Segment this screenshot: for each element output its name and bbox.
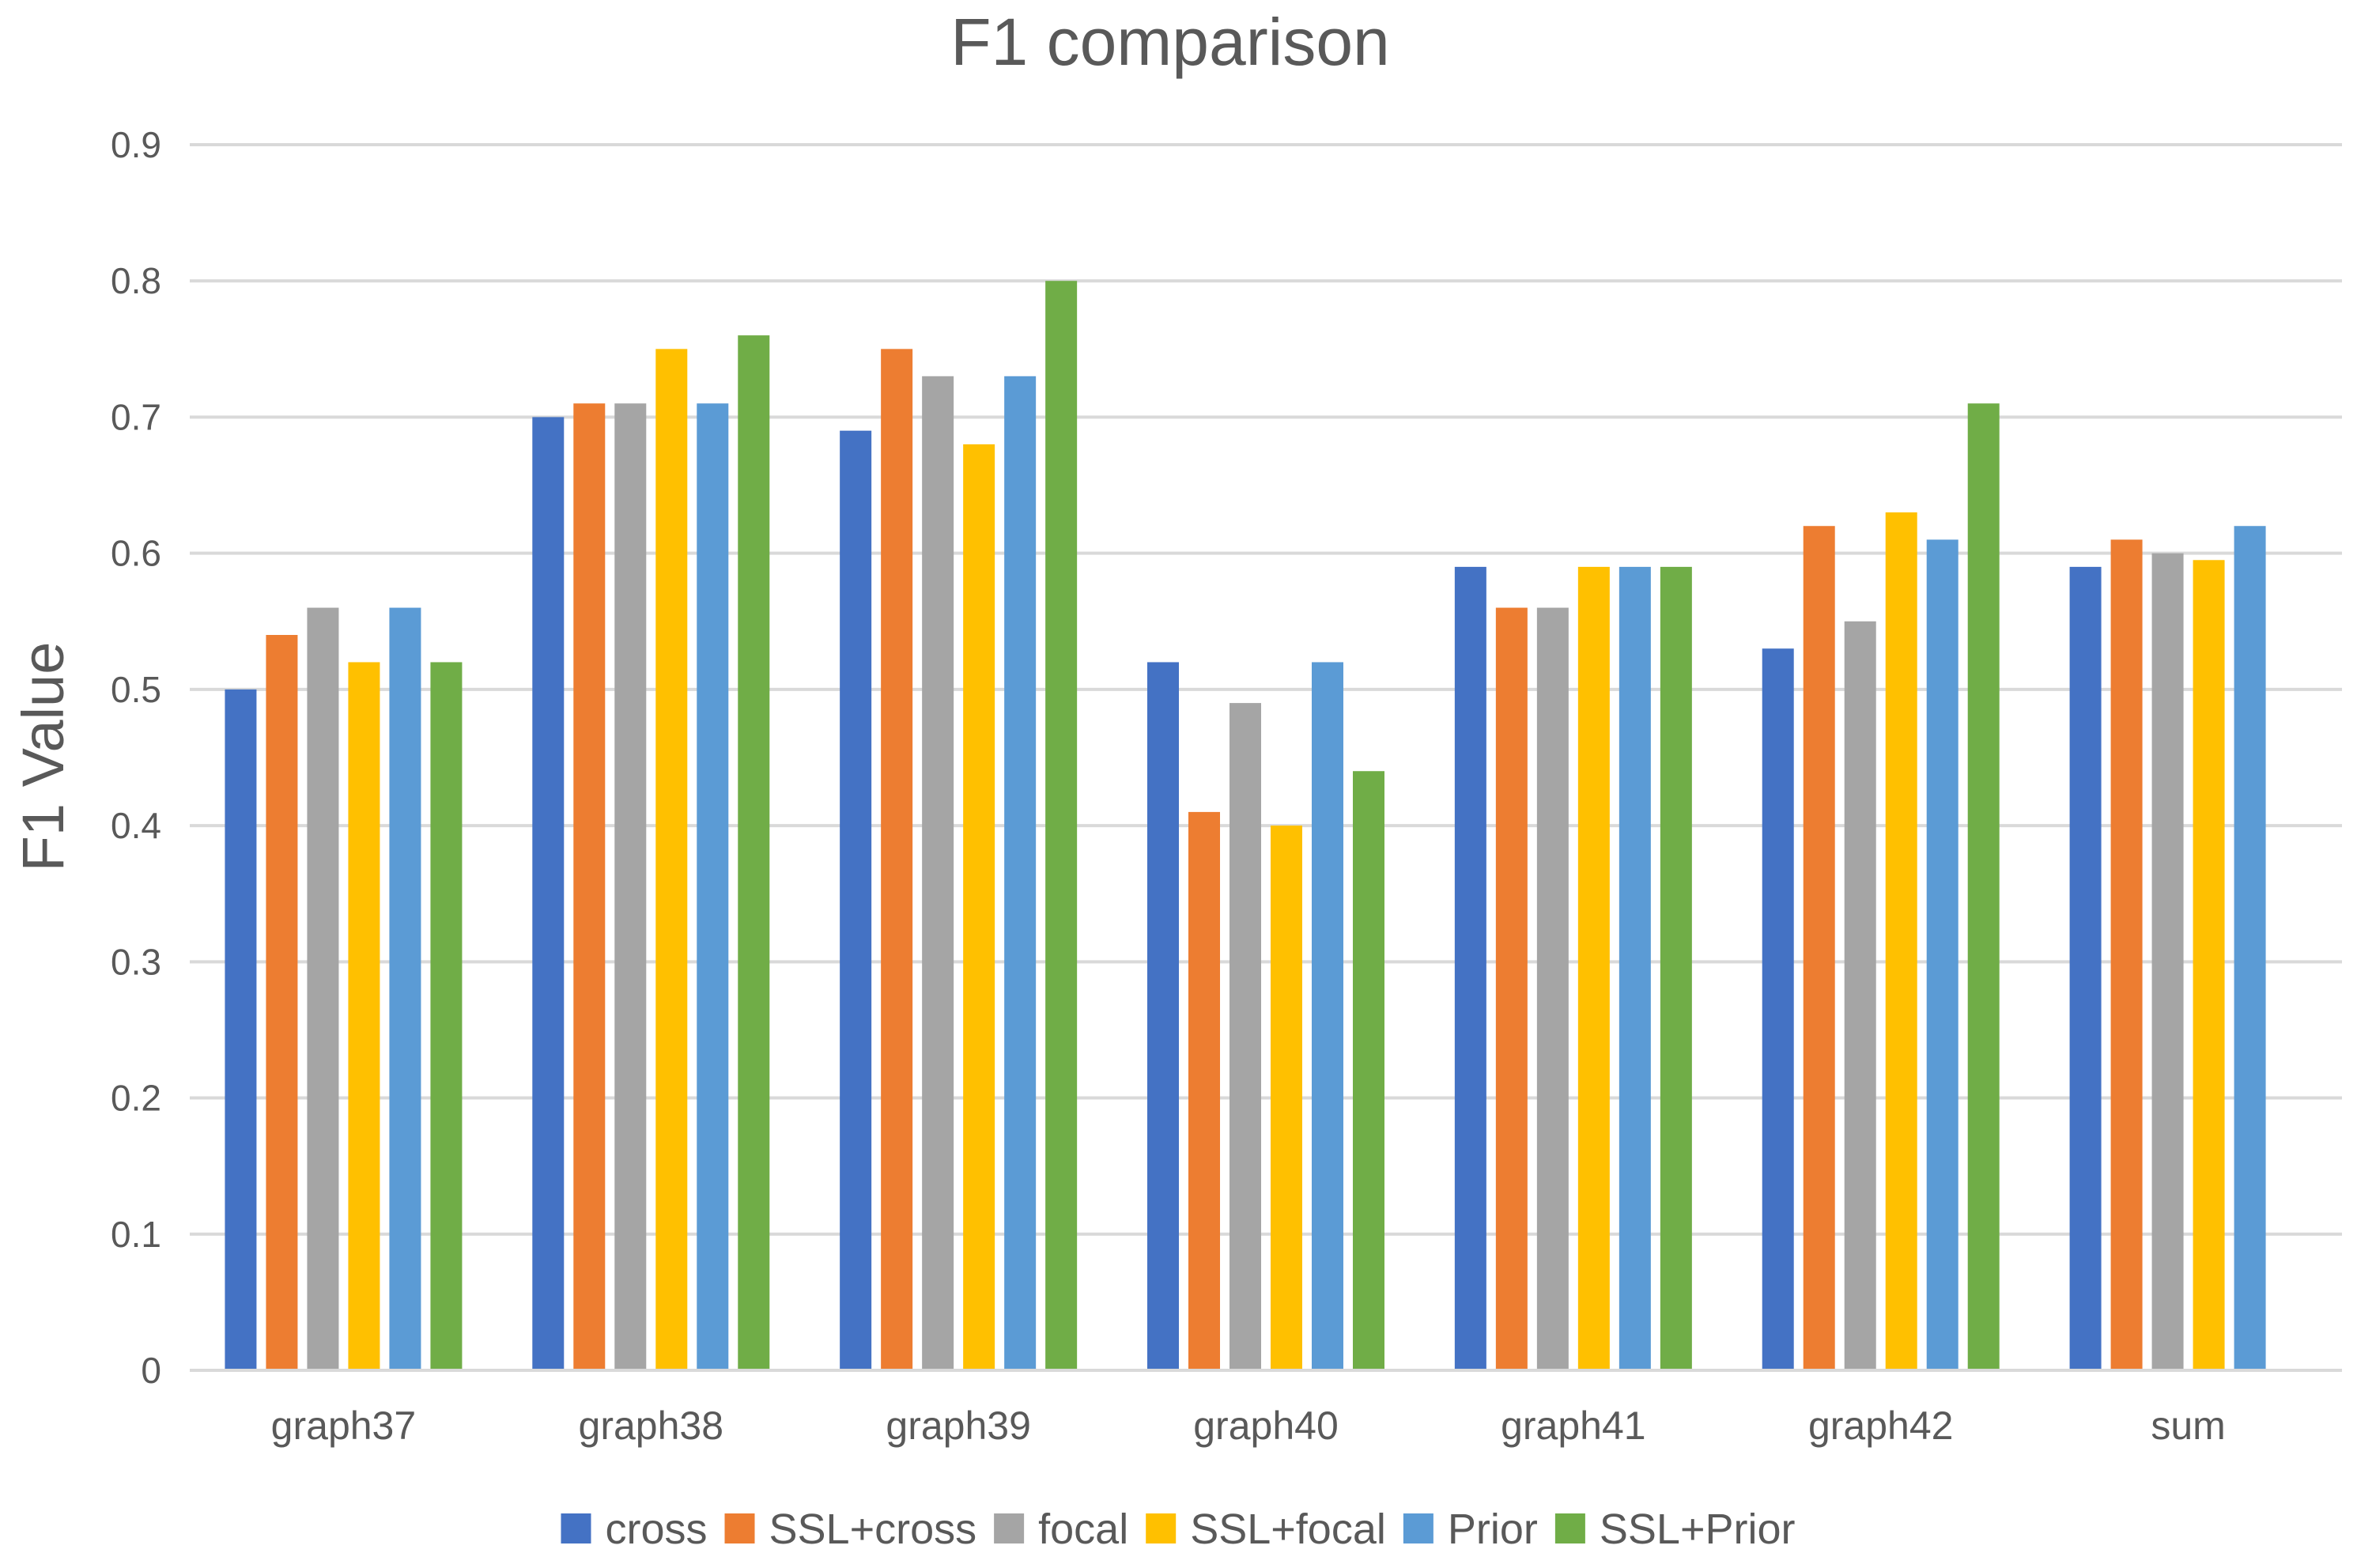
bar-focal-graph37: [307, 607, 339, 1370]
bar-ssl-prior-graph40: [1353, 771, 1384, 1370]
bar-ssl-prior-graph38: [738, 335, 770, 1371]
y-tick-label: 0.7: [111, 396, 161, 437]
bar-prior-graph39: [1004, 376, 1037, 1370]
y-tick-label: 0: [141, 1350, 161, 1391]
x-tick-label: graph41: [1501, 1404, 1646, 1448]
bar-prior-graph41: [1619, 566, 1651, 1370]
x-tick-label: graph38: [579, 1404, 724, 1448]
x-tick-label: graph39: [886, 1404, 1031, 1448]
bar-ssl-prior-graph41: [1660, 566, 1692, 1370]
bar-cross-graph38: [532, 417, 565, 1370]
bars: [225, 281, 2266, 1371]
bar-ssl-cross-graph41: [1495, 607, 1528, 1370]
bar-ssl-prior-graph42: [1967, 403, 2000, 1371]
legend-swatch-ssl-focal: [1146, 1513, 1177, 1543]
y-tick-label: 0.8: [111, 260, 161, 301]
legend-label-ssl-cross: SSL+cross: [769, 1506, 977, 1553]
legend-label-cross: cross: [605, 1506, 707, 1553]
bar-ssl-cross-graph39: [881, 349, 913, 1370]
y-tick-label: 0.4: [111, 805, 161, 846]
bar-prior-graph38: [697, 403, 729, 1371]
x-axis-ticks: graph37 graph38 graph39 graph40 graph41 graph…: [271, 1404, 2226, 1448]
bar-ssl-cross-graph38: [573, 403, 606, 1371]
y-tick-label: 0.6: [111, 533, 161, 574]
bar-cross-graph40: [1147, 662, 1179, 1370]
legend: cross SSL+cross focal SSL+focal Prior SSL+Pri…: [561, 1506, 1796, 1553]
y-tick-label: 0.1: [111, 1214, 161, 1255]
bar-focal-sum: [2151, 553, 2184, 1370]
bar-prior-graph40: [1312, 662, 1343, 1370]
bar-prior-sum: [2234, 526, 2266, 1371]
bar-cross-sum: [2069, 566, 2102, 1370]
y-axis-ticks: 0 0.1 0.2 0.3 0.4 0.5 0.6 0.7 0.8 0.9: [111, 124, 161, 1391]
legend-swatch-prior: [1403, 1513, 1433, 1543]
x-tick-label: graph37: [271, 1404, 417, 1448]
y-axis-label: F1 Value: [10, 642, 76, 872]
bar-cross-graph42: [1762, 648, 1794, 1370]
x-tick-label: graph40: [1193, 1404, 1339, 1448]
bar-ssl-focal-graph42: [1885, 512, 1917, 1370]
legend-label-focal: focal: [1038, 1506, 1128, 1553]
bar-ssl-focal-graph37: [348, 662, 380, 1370]
legend-swatch-focal: [994, 1513, 1025, 1543]
bar-focal-graph42: [1844, 621, 1876, 1370]
bar-ssl-focal-graph39: [963, 444, 995, 1370]
bar-ssl-cross-graph40: [1188, 811, 1220, 1370]
bar-ssl-focal-sum: [2193, 560, 2225, 1370]
legend-swatch-ssl-prior: [1554, 1513, 1585, 1543]
bar-ssl-prior-graph37: [430, 662, 463, 1370]
legend-label-prior: Prior: [1448, 1506, 1538, 1553]
legend-label-ssl-focal: SSL+focal: [1190, 1506, 1386, 1553]
bar-focal-graph41: [1536, 607, 1569, 1370]
bar-prior-graph37: [389, 607, 421, 1370]
bar-ssl-focal-graph41: [1577, 566, 1610, 1370]
bar-prior-graph42: [1926, 539, 1959, 1370]
x-tick-label: sum: [2151, 1404, 2225, 1448]
bar-ssl-cross-graph37: [266, 635, 298, 1370]
bar-ssl-cross-sum: [2110, 539, 2143, 1370]
chart-title: F1 comparison: [950, 5, 1390, 79]
y-tick-label: 0.2: [111, 1078, 161, 1119]
bar-cross-graph41: [1454, 566, 1486, 1370]
bar-ssl-focal-graph40: [1271, 826, 1302, 1370]
bar-focal-graph39: [922, 376, 954, 1370]
y-tick-label: 0.9: [111, 124, 161, 165]
y-tick-label: 0.3: [111, 941, 161, 982]
x-tick-label: graph42: [1808, 1404, 1954, 1448]
grid-lines: [190, 143, 2342, 1236]
bar-cross-graph37: [225, 689, 257, 1370]
bar-focal-graph40: [1229, 703, 1261, 1370]
y-tick-label: 0.5: [111, 669, 161, 710]
bar-focal-graph38: [614, 403, 647, 1371]
bar-cross-graph39: [840, 430, 872, 1370]
bar-ssl-focal-graph38: [655, 349, 688, 1370]
bar-ssl-cross-graph42: [1803, 526, 1835, 1371]
legend-swatch-ssl-cross: [724, 1513, 755, 1543]
legend-swatch-cross: [561, 1513, 591, 1543]
bar-ssl-prior-graph39: [1045, 281, 1078, 1371]
legend-label-ssl-prior: SSL+Prior: [1600, 1506, 1796, 1553]
